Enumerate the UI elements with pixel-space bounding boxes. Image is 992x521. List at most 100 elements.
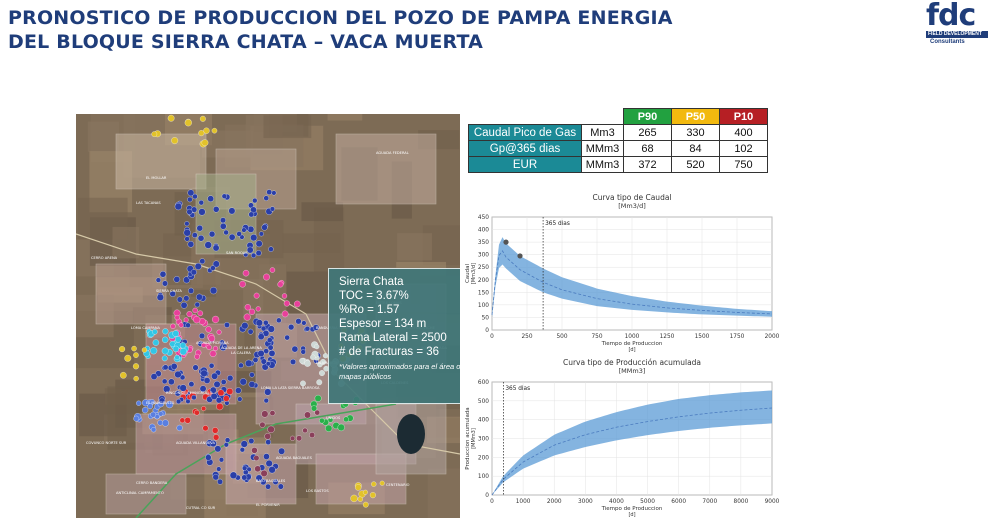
well-marker — [176, 296, 183, 303]
well-marker — [174, 370, 182, 379]
well-marker — [216, 466, 222, 472]
x-axis-label: Tiempo de Produccion — [601, 506, 663, 512]
logo-mark: fdc — [926, 0, 976, 33]
well-marker — [314, 344, 320, 350]
well-marker — [281, 293, 288, 299]
x-tick-label: 6000 — [671, 499, 686, 505]
well-marker — [322, 353, 328, 359]
concession-block — [95, 263, 167, 325]
well-marker — [217, 478, 223, 485]
well-marker — [228, 207, 236, 215]
well-marker — [316, 379, 323, 386]
well-marker — [199, 258, 206, 265]
well-marker — [214, 445, 222, 453]
well-marker — [217, 389, 225, 397]
well-marker — [212, 474, 219, 481]
well-marker — [248, 381, 256, 388]
well-marker — [172, 345, 180, 353]
well-marker — [263, 453, 270, 460]
terrain-patch — [87, 121, 120, 152]
well-marker — [238, 362, 244, 369]
data-point — [517, 253, 523, 259]
well-marker — [320, 359, 326, 365]
well-marker — [355, 484, 362, 491]
well-marker — [247, 328, 254, 335]
p50-series-line — [491, 407, 773, 496]
well-marker — [201, 342, 207, 348]
well-marker — [290, 358, 296, 365]
well-marker — [198, 130, 205, 137]
well-marker — [300, 349, 306, 355]
well-marker — [253, 455, 260, 461]
well-marker — [304, 411, 311, 419]
well-marker — [179, 347, 187, 356]
y-tick-label: 200 — [478, 278, 489, 284]
well-marker — [343, 416, 349, 423]
marker-365-label: 365 dias — [545, 221, 570, 227]
x-tick-label: 1250 — [660, 334, 675, 340]
well-marker — [362, 489, 368, 495]
map-area-label: LAS TACANAS — [136, 201, 161, 205]
well-marker — [362, 501, 369, 508]
well-marker — [212, 260, 220, 268]
well-marker — [241, 322, 249, 330]
infobox-toc: TOC = 3.67% — [339, 290, 409, 302]
well-marker — [253, 292, 260, 299]
well-marker — [223, 442, 229, 448]
x-tick-label: 0 — [490, 334, 494, 340]
well-marker — [133, 375, 139, 382]
well-marker — [162, 280, 168, 287]
infobox-name: Sierra Chata — [339, 276, 404, 288]
well-marker — [263, 398, 269, 404]
well-marker — [261, 224, 268, 231]
caudal-chart-svg: Curva tipo de Caudal[Mm3/d]0 250 500 750 100… — [465, 193, 780, 353]
well-marker — [187, 189, 195, 197]
cell-p90: 265 — [623, 124, 672, 141]
well-marker — [174, 390, 181, 397]
well-marker — [188, 287, 195, 294]
well-marker — [240, 440, 248, 448]
well-marker — [184, 221, 190, 227]
well-marker — [257, 333, 265, 340]
well-marker — [176, 424, 183, 432]
caudal-chart: Curva tipo de Caudal [Mm3/d] 0 250 500 750 100… — [460, 190, 785, 353]
well-marker — [191, 394, 197, 401]
well-marker — [220, 379, 227, 385]
well-marker — [131, 345, 137, 352]
well-marker — [241, 474, 248, 481]
well-marker — [264, 433, 271, 440]
well-marker — [260, 358, 267, 365]
well-marker — [236, 231, 242, 237]
infobox-ro: %Ro = 1.57 — [339, 304, 400, 316]
concession-block — [335, 133, 437, 205]
well-marker — [205, 326, 212, 333]
well-marker — [264, 388, 272, 396]
well-marker — [249, 372, 255, 378]
well-marker — [216, 403, 224, 411]
map-area-label: CENTENARIO — [386, 483, 410, 487]
well-marker — [151, 131, 158, 137]
y-tick-label: 0 — [485, 493, 489, 499]
chart-subtitle: [Mm3/d] — [618, 202, 645, 210]
well-marker — [268, 466, 276, 474]
cell-p90: 372 — [623, 156, 672, 173]
well-marker — [260, 325, 267, 332]
well-marker — [200, 369, 208, 377]
well-marker — [132, 363, 139, 370]
well-marker — [350, 494, 358, 503]
map-canvas: AGUADA DE LA ARENA EL MANGRULLO LOMA LA LA… — [76, 114, 460, 518]
well-marker — [155, 277, 161, 283]
well-marker — [158, 397, 166, 404]
road-line — [76, 233, 460, 455]
y-tick-label: 250 — [478, 265, 489, 271]
well-marker — [180, 301, 188, 309]
well-marker — [242, 465, 248, 471]
map-area-label: SAN ROQUE — [226, 251, 248, 255]
well-marker — [269, 267, 276, 273]
well-marker — [184, 417, 191, 424]
x-tick-label: 2000 — [547, 499, 562, 505]
map-area-label: CERRO BANDERA — [136, 481, 168, 485]
well-marker — [248, 308, 256, 315]
well-marker — [314, 409, 320, 416]
well-marker — [268, 246, 274, 252]
